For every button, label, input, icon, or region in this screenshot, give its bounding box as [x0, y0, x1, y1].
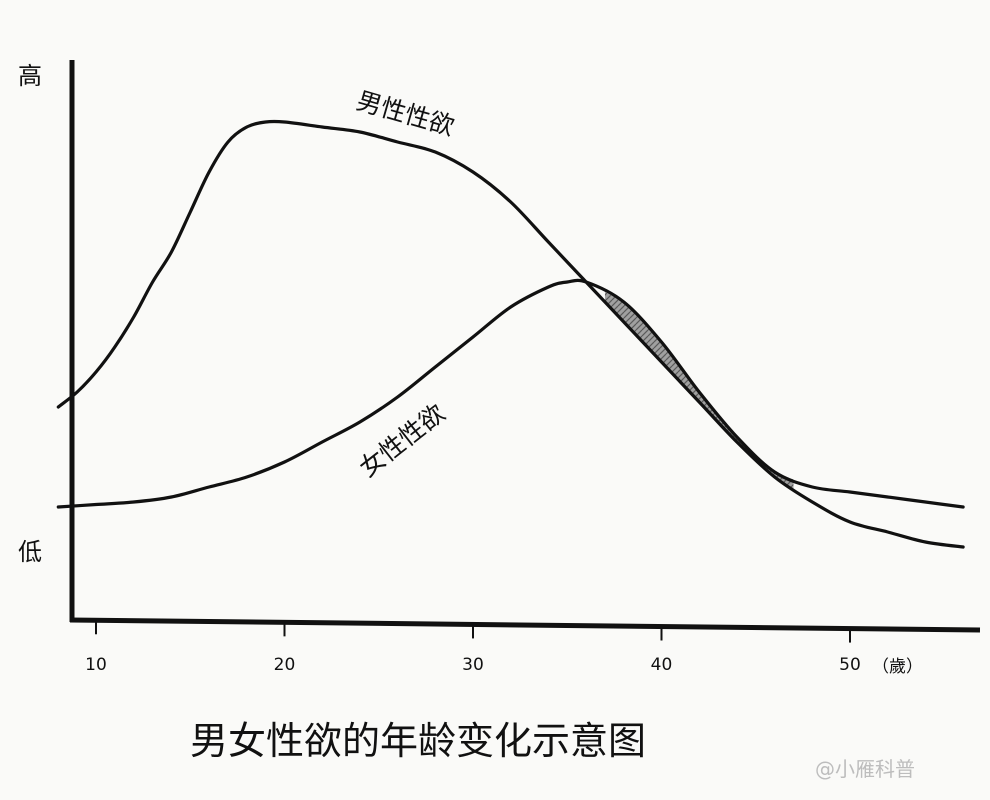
x-tick-label: 30	[462, 655, 484, 675]
x-tick-label: 10	[85, 655, 107, 675]
x-axis-unit-label: （歲）	[872, 657, 923, 677]
watermark: @小雁科普	[815, 757, 915, 781]
x-ticks: 10 20 30 40 50	[85, 620, 861, 675]
x-tick-label: 20	[274, 655, 296, 675]
series-line-male	[56, 119, 965, 549]
x-axis	[69, 617, 981, 633]
y-label-high: 高	[18, 62, 42, 90]
series-label-female: 女性性欲	[354, 398, 451, 482]
x-tick-label: 40	[651, 655, 673, 675]
series-line-female	[56, 278, 965, 509]
overlap-shaded-area	[604, 292, 794, 490]
chart-title: 男女性欲的年龄变化示意图	[190, 719, 646, 763]
x-tick-label: 50	[839, 655, 861, 675]
y-label-low: 低	[18, 538, 42, 566]
